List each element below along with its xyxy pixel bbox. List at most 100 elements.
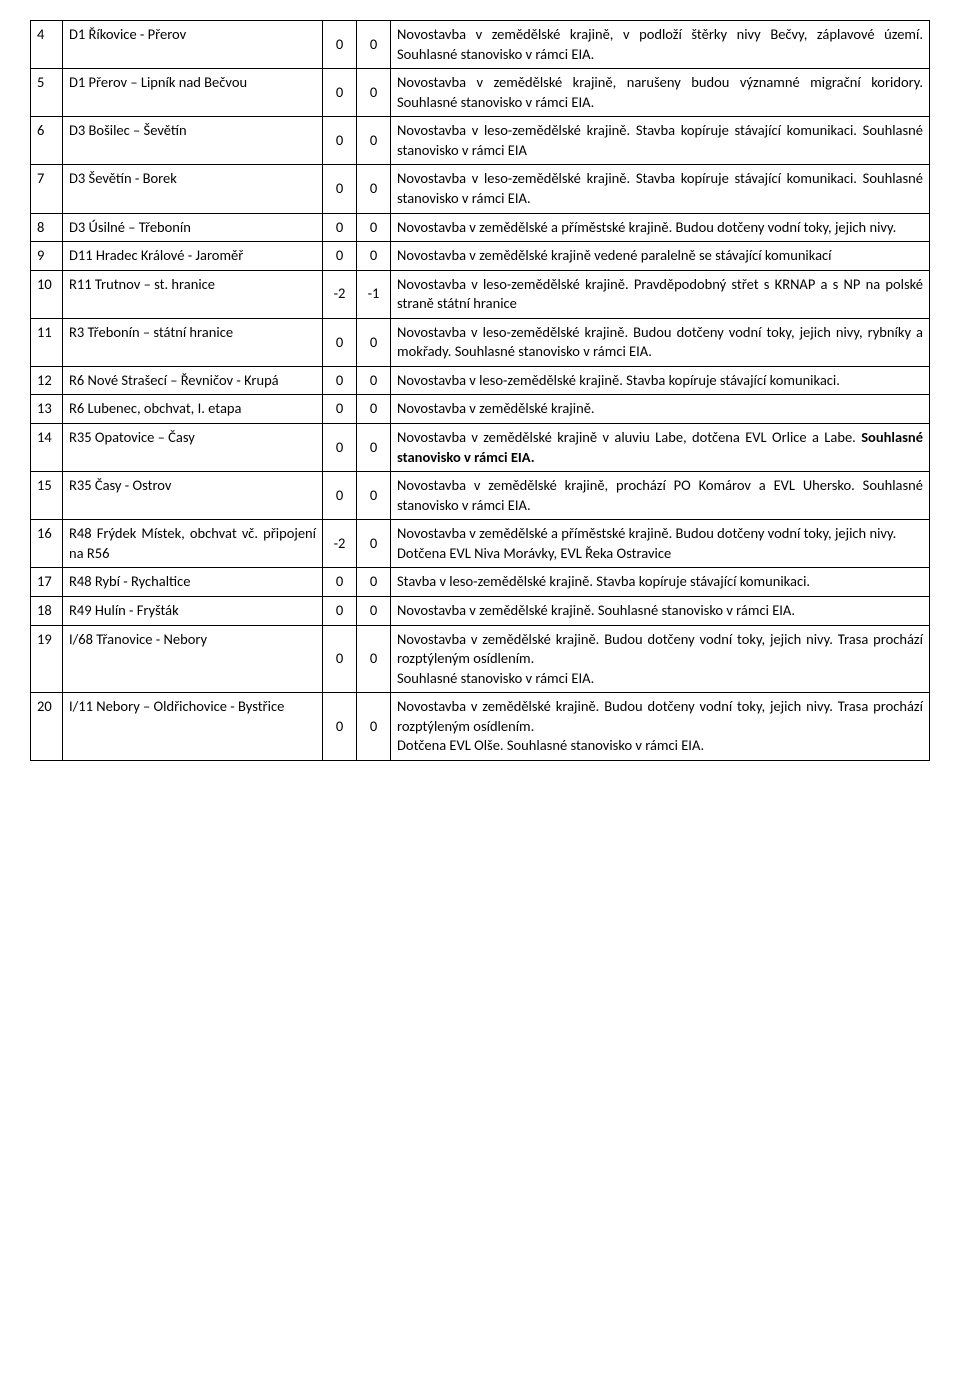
row-number: 4 <box>31 21 63 69</box>
row-number: 13 <box>31 395 63 424</box>
row-name: D1 Přerov – Lipník nad Bečvou <box>63 69 323 117</box>
desc-line: Souhlasné stanovisko v rámci EIA. <box>397 669 923 689</box>
row-number: 11 <box>31 318 63 366</box>
row-value-1: 0 <box>323 472 357 520</box>
row-name: I/68 Třanovice - Nebory <box>63 625 323 693</box>
row-value-2: 0 <box>357 165 391 213</box>
row-name: R35 Opatovice – Časy <box>63 424 323 472</box>
row-description: Novostavba v zemědělské a příměstské kra… <box>391 213 930 242</box>
row-name: R35 Časy - Ostrov <box>63 472 323 520</box>
row-description: Novostavba v zemědělské krajině, procház… <box>391 472 930 520</box>
row-number: 16 <box>31 520 63 568</box>
table-row: 20I/11 Nebory – Oldřichovice - Bystřice 0… <box>31 693 930 761</box>
row-name: R49 Hulín - Fryšták <box>63 596 323 625</box>
row-value-2: 0 <box>357 242 391 271</box>
row-name: R6 Lubenec, obchvat, I. etapa <box>63 395 323 424</box>
table-row: 16R48 Frýdek Místek, obchvat vč. připoje… <box>31 520 930 568</box>
row-value-2: 0 <box>357 472 391 520</box>
row-number: 14 <box>31 424 63 472</box>
row-description: Stavba v leso-zemědělské krajině. Stavba… <box>391 568 930 597</box>
row-name: D1 Říkovice - Přerov <box>63 21 323 69</box>
row-number: 15 <box>31 472 63 520</box>
table-row: 11R3 Třebonín – státní hranice00Novostav… <box>31 318 930 366</box>
row-value-1: -2 <box>323 270 357 318</box>
row-name: I/11 Nebory – Oldřichovice - Bystřice <box>63 693 323 761</box>
row-number: 9 <box>31 242 63 271</box>
desc-line: Dotčena EVL Niva Morávky, EVL Řeka Ostra… <box>397 544 923 564</box>
row-name: D3 Ševětín - Borek <box>63 165 323 213</box>
row-name: D3 Úsilné – Třebonín <box>63 213 323 242</box>
row-value-1: 0 <box>323 318 357 366</box>
row-number: 8 <box>31 213 63 242</box>
row-value-1: 0 <box>323 568 357 597</box>
row-value-1: 0 <box>323 242 357 271</box>
data-table: 4D1 Říkovice - Přerov00Novostavba v země… <box>30 20 930 761</box>
table-row: 10R11 Trutnov – st. hranice-2-1Novostavb… <box>31 270 930 318</box>
row-value-1: 0 <box>323 424 357 472</box>
row-description: Novostavba v zemědělské krajině v aluviu… <box>391 424 930 472</box>
row-value-2: 0 <box>357 21 391 69</box>
row-value-2: 0 <box>357 366 391 395</box>
row-value-1: 0 <box>323 117 357 165</box>
row-name: R11 Trutnov – st. hranice <box>63 270 323 318</box>
row-value-1: -2 <box>323 520 357 568</box>
table-row: 14R35 Opatovice – Časy00Novostavba v zem… <box>31 424 930 472</box>
table-row: 5D1 Přerov – Lipník nad Bečvou00Novostav… <box>31 69 930 117</box>
row-description: Novostavba v leso-zemědělské krajině. Pr… <box>391 270 930 318</box>
row-value-1: 0 <box>323 69 357 117</box>
table-row: 12R6 Nové Strašecí – Řevničov - Krupá00N… <box>31 366 930 395</box>
row-number: 20 <box>31 693 63 761</box>
row-description: Novostavba v zemědělské krajině. Souhlas… <box>391 596 930 625</box>
row-name: R48 Rybí - Rychaltice <box>63 568 323 597</box>
row-value-2: 0 <box>357 69 391 117</box>
row-description: Novostavba v leso-zemědělské krajině. Bu… <box>391 318 930 366</box>
desc-line: Novostavba v zemědělské a příměstské kra… <box>397 524 923 544</box>
table-row: 7D3 Ševětín - Borek00Novostavba v leso-z… <box>31 165 930 213</box>
row-description: Novostavba v zemědělské krajině vedené p… <box>391 242 930 271</box>
row-number: 17 <box>31 568 63 597</box>
row-description: Novostavba v zemědělské krajině, v podlo… <box>391 21 930 69</box>
row-description: Novostavba v zemědělské krajině. <box>391 395 930 424</box>
row-description: Novostavba v zemědělské a příměstské kra… <box>391 520 930 568</box>
row-description: Novostavba v leso-zemědělské krajině. St… <box>391 117 930 165</box>
row-value-2: 0 <box>357 625 391 693</box>
row-value-2: 0 <box>357 693 391 761</box>
row-number: 7 <box>31 165 63 213</box>
table-row: 18R49 Hulín - Fryšták00Novostavba v země… <box>31 596 930 625</box>
row-number: 12 <box>31 366 63 395</box>
row-description: Novostavba v leso-zemědělské krajině. St… <box>391 165 930 213</box>
row-value-2: 0 <box>357 318 391 366</box>
desc-line: Dotčena EVL Olše. Souhlasné stanovisko v… <box>397 736 923 756</box>
row-number: 6 <box>31 117 63 165</box>
row-value-2: 0 <box>357 424 391 472</box>
row-value-1: 0 <box>323 366 357 395</box>
row-value-1: 0 <box>323 165 357 213</box>
table-row: 13R6 Lubenec, obchvat, I. etapa00Novosta… <box>31 395 930 424</box>
table-row: 4D1 Říkovice - Přerov00Novostavba v země… <box>31 21 930 69</box>
row-description: Novostavba v zemědělské krajině. Budou d… <box>391 693 930 761</box>
row-value-2: 0 <box>357 520 391 568</box>
row-number: 18 <box>31 596 63 625</box>
row-value-2: 0 <box>357 213 391 242</box>
row-description: Novostavba v leso-zemědělské krajině. St… <box>391 366 930 395</box>
row-name: R3 Třebonín – státní hranice <box>63 318 323 366</box>
row-value-2: 0 <box>357 568 391 597</box>
row-value-2: -1 <box>357 270 391 318</box>
row-name: D11 Hradec Králové - Jaroměř <box>63 242 323 271</box>
desc-line: Novostavba v zemědělské krajině. Budou d… <box>397 697 923 736</box>
row-number: 19 <box>31 625 63 693</box>
row-description: Novostavba v zemědělské krajině. Budou d… <box>391 625 930 693</box>
table-row: 19I/68 Třanovice - Nebory00Novostavba v … <box>31 625 930 693</box>
row-value-1: 0 <box>323 395 357 424</box>
row-name: R6 Nové Strašecí – Řevničov - Krupá <box>63 366 323 395</box>
table-row: 17R48 Rybí - Rychaltice00Stavba v leso-z… <box>31 568 930 597</box>
row-name: D3 Bošilec – Ševětín <box>63 117 323 165</box>
table-row: 9D11 Hradec Králové - Jaroměř00Novostavb… <box>31 242 930 271</box>
row-value-2: 0 <box>357 395 391 424</box>
row-description: Novostavba v zemědělské krajině, narušen… <box>391 69 930 117</box>
row-value-2: 0 <box>357 117 391 165</box>
row-number: 10 <box>31 270 63 318</box>
row-value-1: 0 <box>323 213 357 242</box>
row-value-1: 0 <box>323 21 357 69</box>
row-name: R48 Frýdek Místek, obchvat vč. připojení… <box>63 520 323 568</box>
